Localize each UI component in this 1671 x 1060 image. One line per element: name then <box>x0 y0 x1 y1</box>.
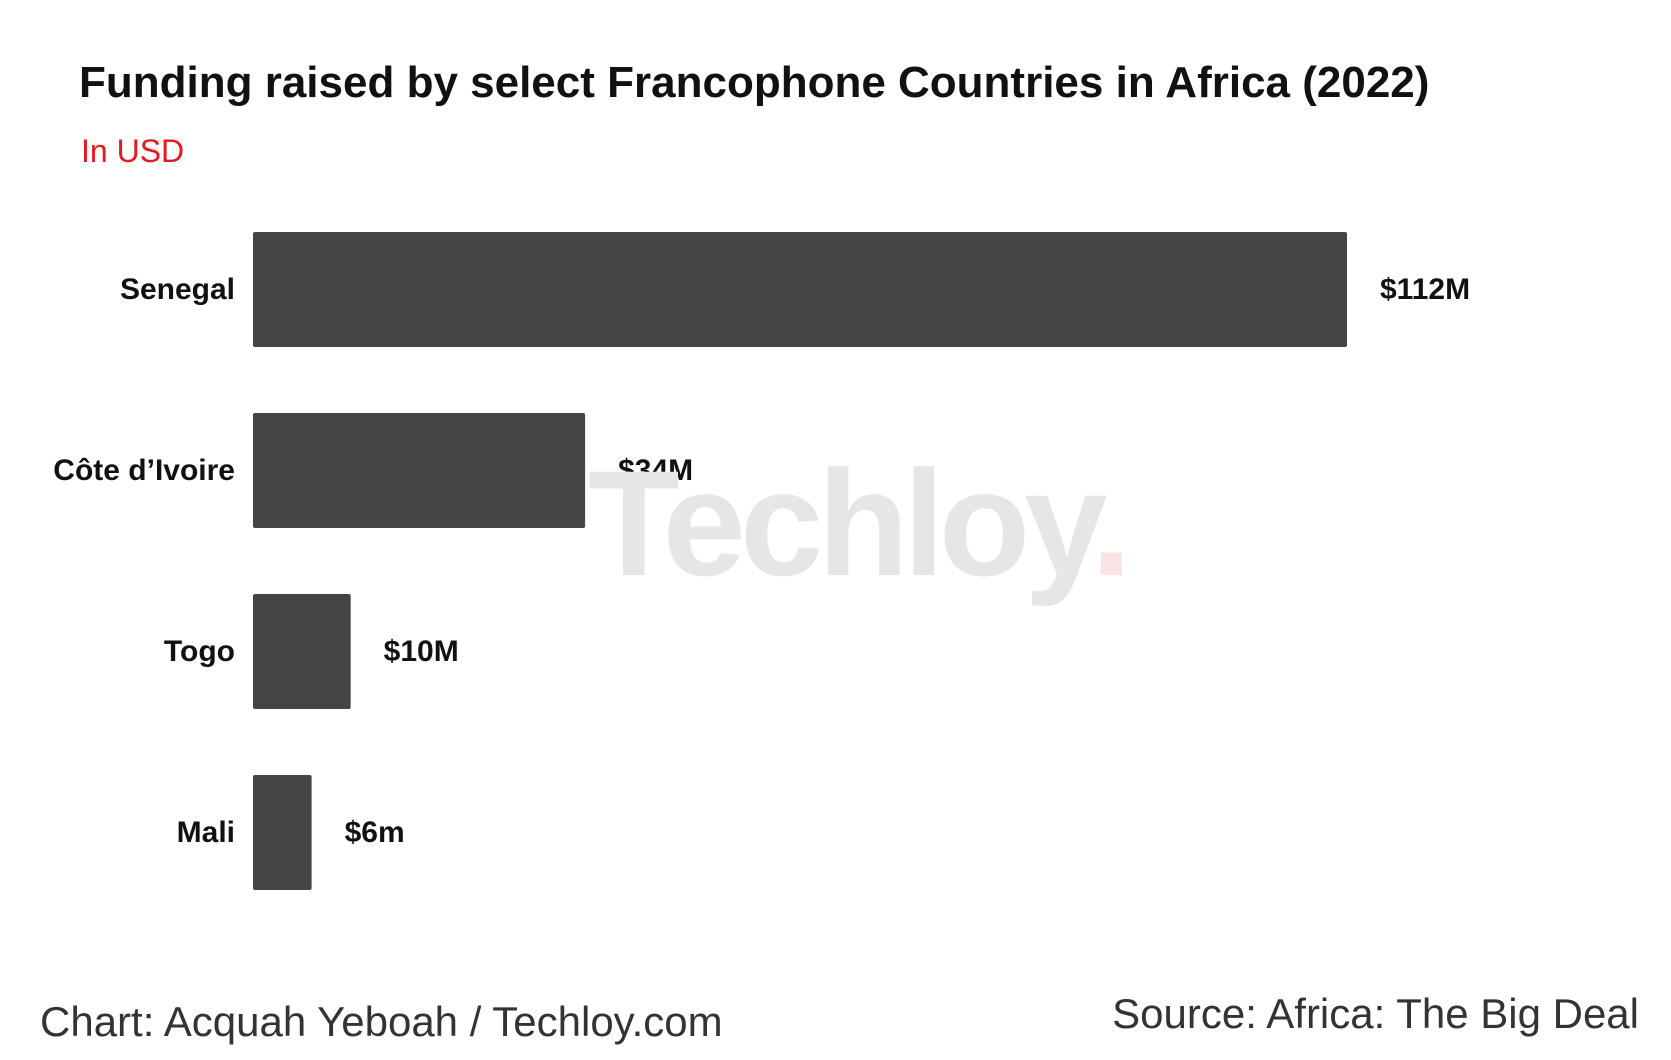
chart-subtitle: In USD <box>81 133 185 169</box>
data-label-2: $10M <box>384 635 459 668</box>
category-label-1: Côte d’Ivoire <box>53 454 235 487</box>
bar-2 <box>253 594 351 709</box>
category-label-2: Togo <box>164 635 235 668</box>
bar-0 <box>253 232 1347 347</box>
data-label-1: $34M <box>618 454 693 487</box>
chart-credit: Chart: Acquah Yeboah / Techloy.com <box>40 998 723 1045</box>
category-label-0: Senegal <box>120 273 235 306</box>
chart-source: Source: Africa: The Big Deal <box>1112 990 1639 1037</box>
category-label-3: Mali <box>177 816 235 849</box>
bar-1 <box>253 413 586 528</box>
watermark-text: Techloy <box>588 439 1097 607</box>
bar-chart: Senegal $112M Côte d’Ivoire $34M Togo $10M Mal… <box>53 232 1470 890</box>
chart-title: Funding raised by select Francophone Cou… <box>79 58 1430 107</box>
bar-3 <box>253 775 312 890</box>
data-label-3: $6m <box>345 816 405 849</box>
watermark-logo: Techloy. <box>588 448 1132 598</box>
data-label-0: $112M <box>1380 273 1470 306</box>
watermark-dot: . <box>1090 439 1133 607</box>
